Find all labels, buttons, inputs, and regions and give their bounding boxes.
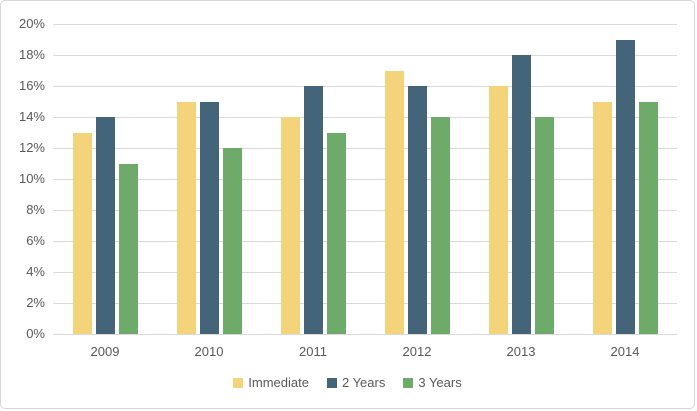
- bar-2-years-2014: [615, 39, 635, 334]
- gridline: [53, 85, 677, 87]
- bar-immediate-2010: [176, 101, 196, 334]
- bar-3-years-2009: [118, 163, 138, 334]
- bar-immediate-2011: [280, 117, 300, 334]
- y-axis-tick-label: 2%: [26, 295, 45, 310]
- gridline: [53, 116, 677, 118]
- legend-item-immediate: Immediate: [233, 375, 309, 390]
- bar-immediate-2012: [384, 70, 404, 334]
- y-axis-tick-label: 10%: [18, 171, 45, 186]
- bar-3-years-2010: [222, 148, 242, 334]
- legend-label: Immediate: [248, 375, 309, 390]
- y-axis-tick-label: 18%: [18, 47, 45, 62]
- bar-immediate-2014: [592, 101, 612, 334]
- x-axis-tick-label: 2013: [506, 344, 536, 359]
- bar-3-years-2012: [430, 117, 450, 334]
- bar-2-years-2009: [95, 117, 115, 334]
- gridline: [53, 23, 677, 25]
- legend: Immediate 2 Years 3 Years: [1, 375, 694, 390]
- bar-3-years-2014: [638, 101, 658, 334]
- bar-2-years-2011: [303, 86, 323, 334]
- gridline: [53, 209, 677, 211]
- y-axis-tick-label: 4%: [26, 264, 45, 279]
- y-axis-tick-label: 12%: [18, 140, 45, 155]
- legend-item-3-years: 3 Years: [403, 375, 462, 390]
- gridline: [53, 178, 677, 180]
- y-axis-tick-label: 8%: [26, 202, 45, 217]
- y-axis-tick-label: 16%: [18, 78, 45, 93]
- gridline: [53, 302, 677, 304]
- bar-3-years-2011: [326, 132, 346, 334]
- y-axis-tick-label: 14%: [18, 109, 45, 124]
- gridline: [53, 240, 677, 242]
- y-axis-tick-label: 20%: [18, 16, 45, 31]
- legend-item-2-years: 2 Years: [326, 375, 386, 390]
- bar-immediate-2013: [488, 86, 508, 334]
- bar-immediate-2009: [72, 132, 92, 334]
- legend-swatch-icon: [326, 377, 337, 388]
- plot-area: [53, 23, 677, 335]
- bar-3-years-2013: [534, 117, 554, 334]
- legend-swatch-icon: [403, 377, 414, 388]
- legend-label: 3 Years: [418, 375, 462, 390]
- x-axis-tick-label: 2009: [90, 344, 120, 359]
- bar-2-years-2012: [407, 86, 427, 334]
- gridline: [53, 271, 677, 273]
- gridline: [53, 147, 677, 149]
- x-axis-tick-label: 2012: [402, 344, 432, 359]
- x-axis-tick-label: 2010: [194, 344, 224, 359]
- bar-2-years-2013: [511, 55, 531, 334]
- y-axis-tick-label: 0%: [26, 326, 45, 341]
- bar-2-years-2010: [199, 101, 219, 334]
- x-axis-tick-label: 2011: [299, 344, 327, 359]
- gridline: [53, 333, 677, 335]
- legend-label: 2 Years: [341, 375, 386, 390]
- x-axis-tick-label: 2014: [610, 344, 640, 359]
- gridline: [53, 54, 677, 56]
- legend-swatch-icon: [233, 377, 244, 388]
- y-axis-tick-label: 6%: [26, 233, 45, 248]
